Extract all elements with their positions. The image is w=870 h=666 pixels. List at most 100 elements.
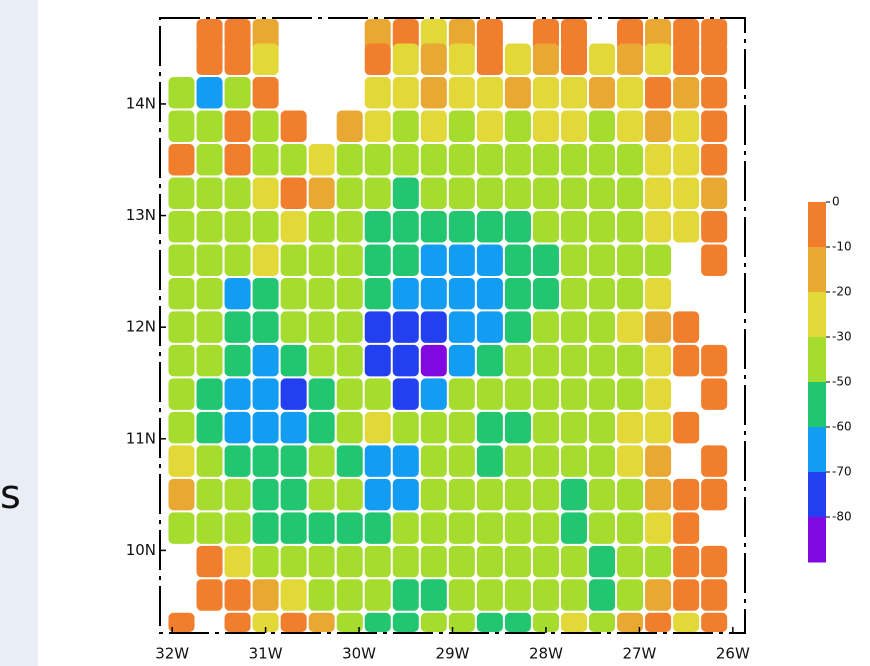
data-cell bbox=[532, 19, 559, 51]
side-text: s bbox=[0, 472, 21, 518]
data-cells bbox=[168, 19, 728, 632]
data-cell bbox=[308, 144, 335, 176]
data-cell bbox=[560, 579, 588, 611]
data-cell bbox=[196, 344, 223, 377]
data-cell bbox=[560, 177, 588, 209]
data-cell bbox=[560, 277, 588, 310]
data-cell bbox=[589, 177, 616, 209]
data-cell bbox=[224, 311, 251, 343]
data-cell bbox=[532, 512, 559, 544]
data-cell bbox=[589, 378, 616, 410]
data-cell bbox=[392, 277, 419, 310]
data-cell bbox=[589, 277, 616, 310]
data-cell bbox=[252, 445, 279, 477]
data-cell bbox=[252, 478, 279, 511]
data-cell bbox=[645, 411, 672, 444]
data-cell bbox=[252, 77, 279, 109]
data-cell bbox=[589, 210, 616, 243]
data-cell bbox=[532, 378, 559, 410]
data-cell bbox=[476, 344, 503, 377]
data-cell bbox=[364, 478, 391, 511]
data-cell bbox=[308, 512, 335, 544]
data-cell bbox=[224, 277, 251, 310]
data-cell bbox=[673, 512, 700, 544]
data-cell bbox=[476, 244, 503, 276]
data-cell bbox=[645, 612, 672, 632]
data-cell bbox=[448, 110, 475, 143]
data-cell bbox=[224, 77, 251, 109]
colorbar-band bbox=[808, 292, 826, 338]
data-cell bbox=[504, 411, 531, 444]
data-cell bbox=[532, 110, 559, 143]
data-cell bbox=[560, 545, 588, 578]
data-cell bbox=[196, 411, 223, 444]
data-cell bbox=[617, 311, 644, 343]
data-cell bbox=[308, 411, 335, 444]
data-cell bbox=[308, 277, 335, 310]
data-cell bbox=[364, 177, 391, 209]
data-cell bbox=[448, 579, 475, 611]
data-cell bbox=[589, 311, 616, 343]
data-cell bbox=[645, 144, 672, 176]
data-cell bbox=[252, 43, 279, 76]
data-cell bbox=[196, 19, 223, 51]
data-cell bbox=[308, 579, 335, 611]
data-cell bbox=[224, 177, 251, 209]
x-tick-label: 32W bbox=[155, 645, 189, 663]
data-cell bbox=[617, 210, 644, 243]
data-cell bbox=[196, 311, 223, 343]
data-cell bbox=[280, 244, 307, 276]
data-cell bbox=[364, 344, 391, 377]
data-cell bbox=[168, 144, 195, 176]
data-cell bbox=[476, 210, 503, 243]
colorbar-label: -80 bbox=[832, 510, 852, 524]
data-cell bbox=[196, 277, 223, 310]
colorbar-label: -50 bbox=[832, 375, 852, 389]
data-cell bbox=[645, 579, 672, 611]
data-cell bbox=[532, 445, 559, 477]
data-cell bbox=[280, 177, 307, 209]
data-cell bbox=[280, 311, 307, 343]
data-cell bbox=[673, 478, 700, 511]
data-cell bbox=[476, 612, 503, 632]
data-cell bbox=[224, 411, 251, 444]
data-cell bbox=[392, 512, 419, 544]
data-cell bbox=[504, 579, 531, 611]
colorbar-label: -30 bbox=[832, 330, 852, 344]
data-cell bbox=[673, 579, 700, 611]
data-cell bbox=[617, 177, 644, 209]
data-cell bbox=[336, 545, 363, 578]
colorbar-label: -70 bbox=[832, 465, 852, 479]
data-cell bbox=[224, 512, 251, 544]
data-cell bbox=[589, 579, 616, 611]
data-cell bbox=[617, 144, 644, 176]
data-cell bbox=[673, 19, 700, 51]
data-cell bbox=[560, 77, 588, 109]
data-cell bbox=[336, 311, 363, 343]
data-cell bbox=[589, 244, 616, 276]
data-cell bbox=[196, 445, 223, 477]
data-cell bbox=[168, 210, 195, 243]
data-cell bbox=[589, 545, 616, 578]
data-cell bbox=[589, 144, 616, 176]
data-cell bbox=[645, 445, 672, 477]
data-cell bbox=[252, 411, 279, 444]
data-cell bbox=[617, 77, 644, 109]
data-cell bbox=[336, 177, 363, 209]
colorbar-band bbox=[808, 472, 826, 518]
data-cell bbox=[280, 478, 307, 511]
data-cell bbox=[560, 144, 588, 176]
data-cell bbox=[392, 411, 419, 444]
data-cell bbox=[589, 478, 616, 511]
data-cell bbox=[532, 244, 559, 276]
data-cell bbox=[504, 144, 531, 176]
data-cell bbox=[560, 19, 588, 51]
data-cell bbox=[224, 579, 251, 611]
data-cell bbox=[673, 177, 700, 209]
data-cell bbox=[392, 144, 419, 176]
data-cell bbox=[504, 512, 531, 544]
data-cell bbox=[308, 612, 335, 632]
data-cell bbox=[645, 545, 672, 578]
data-cell bbox=[448, 545, 475, 578]
data-cell bbox=[336, 378, 363, 410]
